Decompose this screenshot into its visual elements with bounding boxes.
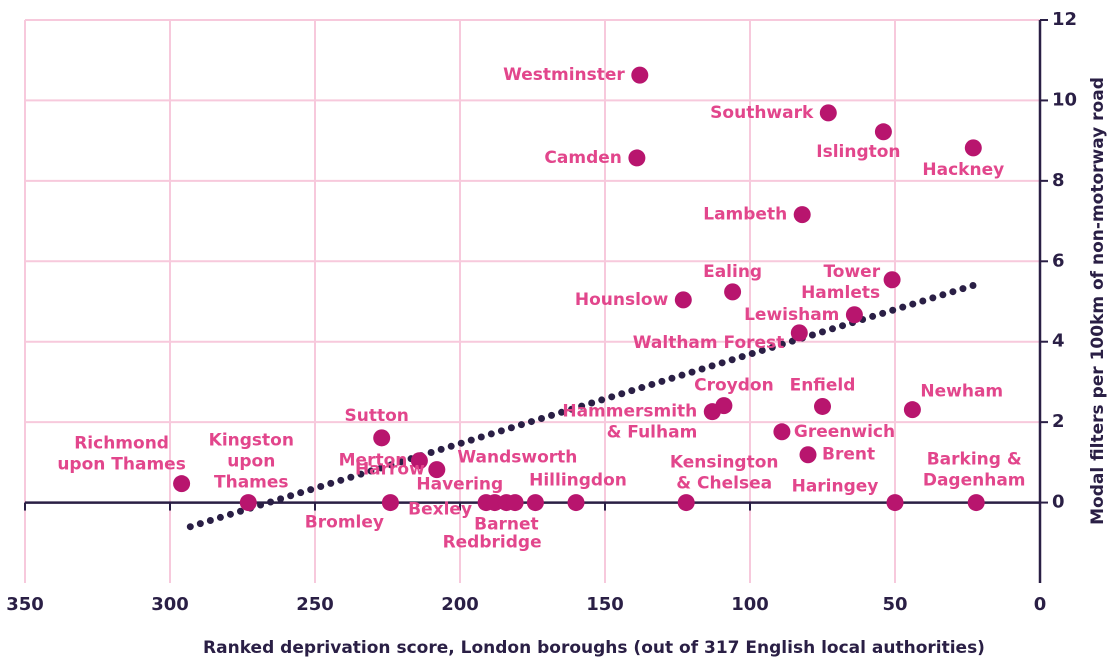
point-label: Hackney — [922, 160, 1004, 180]
point-label: Sutton — [345, 406, 409, 426]
y-tick-label: 6 — [1052, 250, 1065, 271]
point-label: Thames — [214, 473, 289, 493]
point-label: Haringey — [792, 477, 879, 497]
x-axis-title: Ranked deprivation score, London borough… — [203, 638, 985, 658]
point — [819, 104, 837, 122]
point — [793, 206, 811, 224]
point — [886, 494, 904, 512]
point-label: Ealing — [703, 262, 762, 282]
point-label: & Chelsea — [676, 474, 772, 494]
point — [703, 403, 721, 421]
point-label: Lambeth — [703, 205, 787, 225]
point-label: Barking & — [927, 450, 1022, 470]
point-label: upon — [227, 452, 275, 472]
point — [874, 123, 892, 141]
point — [845, 306, 863, 324]
y-tick-label: 12 — [1052, 9, 1077, 30]
point-label: upon Thames — [57, 455, 186, 475]
point-label: Westminster — [503, 65, 625, 85]
point-label: Bromley — [305, 513, 384, 533]
point-label: Greenwich — [794, 422, 895, 442]
point — [410, 452, 428, 470]
point-label: Dagenham — [923, 471, 1026, 491]
point-label: Bexley — [408, 500, 472, 520]
point — [674, 291, 692, 309]
point — [373, 429, 391, 447]
grid — [24, 19, 1041, 583]
point — [173, 475, 191, 493]
point-label: Harrow — [355, 460, 425, 480]
point-label: Waltham Forest — [633, 333, 785, 353]
point — [790, 324, 808, 342]
point-label: Hammersmith — [562, 402, 697, 422]
x-tick-label: 200 — [441, 594, 479, 615]
y-tick-label: 4 — [1052, 331, 1065, 352]
x-tick-label: 300 — [151, 594, 189, 615]
point-label: Richmond — [74, 434, 169, 454]
point — [567, 494, 585, 512]
point-label: Kingston — [209, 431, 294, 451]
y-tick-label: 2 — [1052, 411, 1065, 432]
point-label: Camden — [544, 148, 621, 168]
point — [883, 271, 901, 289]
point-label: Lewisham — [744, 305, 839, 325]
y-tick-label: 0 — [1052, 492, 1065, 513]
point-label: Havering — [416, 475, 503, 495]
point-label: Southwark — [710, 103, 814, 123]
point — [677, 494, 695, 512]
point — [799, 446, 817, 464]
point — [239, 494, 257, 512]
y-axis-title: Modal filters per 100km of non-motorway … — [1088, 77, 1108, 525]
point — [903, 401, 921, 419]
point — [381, 494, 399, 512]
point — [814, 397, 831, 415]
point-label: Islington — [816, 142, 900, 162]
y-tick-label: 8 — [1052, 170, 1065, 191]
y-tick-label: 10 — [1052, 89, 1077, 110]
point — [967, 494, 985, 512]
x-tick-label: 350 — [6, 594, 44, 615]
point-label: Enfield — [790, 375, 856, 395]
trendline — [186, 281, 977, 531]
point — [628, 149, 646, 167]
x-tick-label: 150 — [586, 594, 624, 615]
point-label: Tower — [823, 262, 880, 282]
point — [428, 461, 446, 479]
point-label: Croydon — [694, 376, 774, 396]
point-label: Hillingdon — [529, 471, 627, 491]
point-label: Barnet — [474, 515, 539, 535]
point — [506, 494, 524, 512]
point-label: Hamlets — [801, 283, 880, 303]
point — [526, 494, 544, 512]
point — [724, 283, 742, 301]
point-label: Newham — [920, 382, 1003, 402]
x-tick-label: 50 — [882, 594, 907, 615]
point-label: & Fulham — [607, 423, 698, 443]
point-label: Hounslow — [575, 290, 669, 310]
point — [773, 423, 791, 441]
x-tick-label: 0 — [1034, 594, 1047, 615]
point — [964, 139, 982, 157]
point-label: Redbridge — [443, 533, 542, 553]
point-label: Merton — [339, 451, 408, 471]
x-tick-label: 250 — [296, 594, 334, 615]
point-label: Brent — [822, 445, 875, 465]
point — [631, 66, 649, 84]
x-tick-label: 100 — [731, 594, 769, 615]
point-label: Kensington — [670, 453, 779, 473]
point-label: Wandsworth — [457, 448, 577, 468]
